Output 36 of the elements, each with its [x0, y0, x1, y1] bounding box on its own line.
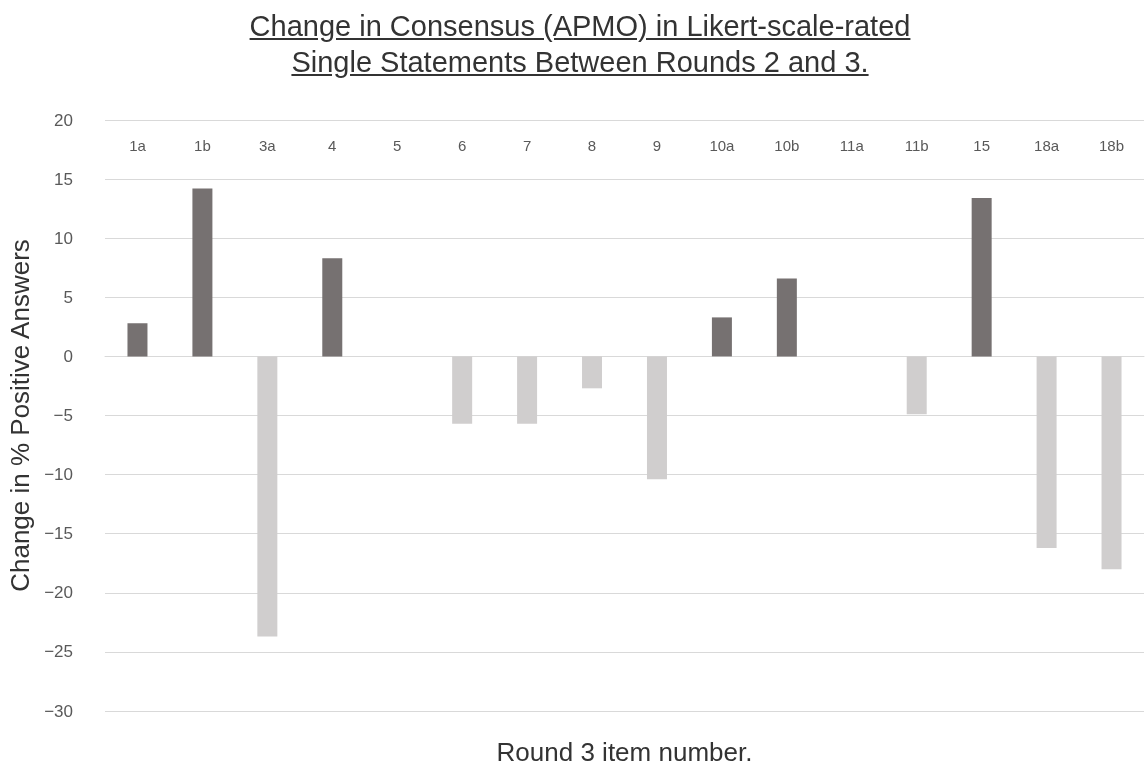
x-axis-title: Round 3 item number.: [496, 737, 753, 764]
x-tick-label: 9: [652, 137, 662, 154]
bar: [971, 198, 992, 357]
x-tick-label: 10b: [774, 137, 800, 154]
y-tick-label: 5: [63, 287, 73, 307]
y-axis-title: Change in % Positive Answers: [5, 239, 35, 592]
y-tick-label: 15: [54, 169, 73, 189]
bar: [322, 258, 343, 357]
x-tick-label: 4: [328, 137, 337, 154]
y-tick-label: 10: [54, 228, 73, 248]
x-tick-label: 15: [973, 137, 990, 154]
bar: [776, 278, 797, 357]
bar: [711, 317, 732, 357]
chart-title: Change in Consensus (APMO) in Likert-scale-rated Single Statements Between Rounds 2 and 3.: [248, 9, 912, 80]
x-tick-label: 1b: [194, 137, 211, 154]
x-tick-label: 1a: [129, 137, 147, 154]
y-tick-label: 20: [54, 110, 73, 130]
y-tick-label: −15: [44, 524, 73, 544]
bar: [192, 188, 213, 357]
x-tick-label: 11a: [839, 137, 865, 154]
y-tick-label: −10: [44, 465, 73, 485]
y-tick-label: −30: [44, 701, 73, 721]
x-tick-label: 5: [393, 137, 402, 154]
bar: [127, 323, 148, 357]
y-tick-label: 0: [63, 346, 73, 366]
x-tick-label: 3a: [259, 137, 277, 154]
x-tick-label: 11b: [904, 137, 929, 154]
y-tick-label: −5: [53, 406, 73, 425]
x-tick-label: 18b: [1099, 137, 1125, 154]
x-tick-label: 7: [522, 137, 532, 154]
x-tick-label: 18a: [1034, 137, 1060, 154]
y-tick-label: −20: [44, 583, 73, 603]
x-tick-label: 10a: [709, 137, 736, 154]
y-tick-label: −25: [44, 642, 73, 662]
x-tick-label: 6: [457, 137, 467, 154]
x-tick-label: 8: [587, 137, 597, 154]
